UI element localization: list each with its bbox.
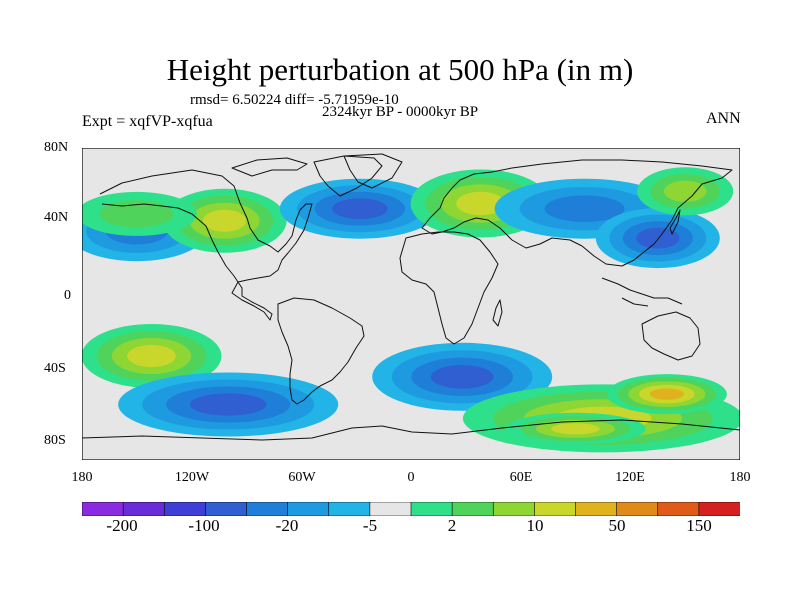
colorbar-swatch — [451, 502, 495, 516]
negative-anomaly-contour — [189, 393, 267, 416]
colorbar-label: 2 — [447, 516, 457, 535]
coast-southeast-asia-islands — [601, 277, 683, 307]
colorbar-swatch — [122, 502, 166, 516]
rmsd-diff-stats: rmsd= 6.50224 diff= -5.71959e-10 — [190, 92, 399, 108]
positive-anomaly-contour — [99, 200, 174, 228]
coast-antarctica — [82, 419, 740, 441]
lon-label-60e: 60E — [509, 470, 533, 485]
negative-anomaly-contour — [332, 198, 388, 220]
lat-label-40n: 40N — [44, 210, 69, 225]
colorbar-swatch — [575, 502, 618, 516]
lon-label-120w: 120W — [174, 470, 210, 485]
coast-greenland — [343, 153, 403, 189]
colorbar-swatch — [369, 502, 412, 516]
colorbar-swatch — [82, 502, 124, 516]
time-period-label: 2324kyr BP - 0000kyr BP — [322, 104, 479, 120]
colorbar-swatch — [657, 502, 700, 516]
coastlines — [82, 153, 740, 441]
colorbar-label: 10 — [526, 516, 544, 535]
positive-anomaly-contour — [127, 344, 176, 368]
contour-map — [82, 148, 740, 460]
colorbar-swatch — [246, 502, 289, 516]
coast-eurasia — [421, 159, 733, 267]
colorbar-swatch — [205, 502, 248, 516]
negative-anomaly-contour — [430, 365, 494, 389]
lon-label-0: 0 — [407, 470, 415, 485]
positive-anomaly-contour — [663, 180, 707, 202]
coast-africa — [399, 231, 499, 345]
colorbar-swatch — [328, 502, 371, 516]
positive-anomaly-contour — [551, 423, 600, 435]
colorbar-swatch — [163, 502, 207, 516]
lat-label-40s: 40S — [44, 361, 66, 376]
negative-anomaly-contour — [544, 195, 625, 222]
lon-label-120e: 120E — [615, 470, 645, 485]
coast-arctic-islands — [231, 155, 383, 197]
season-label: ANN — [706, 110, 741, 127]
coast-south-america — [277, 297, 365, 405]
colorbar-label: 50 — [608, 516, 626, 535]
colorbar-label: -5 — [362, 516, 378, 535]
colorbar-swatch — [287, 502, 330, 516]
coast-madagascar — [492, 299, 503, 327]
coast-australia — [641, 311, 701, 361]
positive-anomaly-contour — [203, 209, 247, 232]
lon-label-180w: 180 — [71, 470, 93, 485]
colorbar-swatch — [410, 502, 453, 516]
experiment-label: Expt = xqfVP-xqfua — [82, 113, 213, 130]
colorbar-swatch — [698, 502, 740, 516]
colorbar-swatch — [534, 502, 577, 516]
coast-north-america — [99, 169, 313, 321]
colorbar-label: -200 — [106, 516, 138, 535]
lat-label-equator: 0 — [64, 288, 71, 303]
colorbar-label: -20 — [275, 516, 299, 535]
lat-label-80s: 80S — [44, 433, 66, 448]
lat-label-80n: 80N — [44, 140, 69, 155]
negative-anomaly-contour — [636, 227, 680, 249]
coast-japan — [669, 209, 681, 235]
plot-title: Height perturbation at 500 hPa (in m) — [166, 52, 634, 87]
positive-anomaly-contour — [649, 388, 685, 400]
positive-anomaly-contour — [456, 191, 505, 216]
lon-label-180e: 180 — [729, 470, 751, 485]
lon-label-60w: 60W — [288, 470, 316, 485]
colorbar-label: 150 — [686, 516, 712, 535]
colorbar — [82, 502, 740, 516]
colorbar-swatch — [492, 502, 536, 516]
colorbar-label: -100 — [188, 516, 220, 535]
colorbar-swatch — [616, 502, 659, 516]
